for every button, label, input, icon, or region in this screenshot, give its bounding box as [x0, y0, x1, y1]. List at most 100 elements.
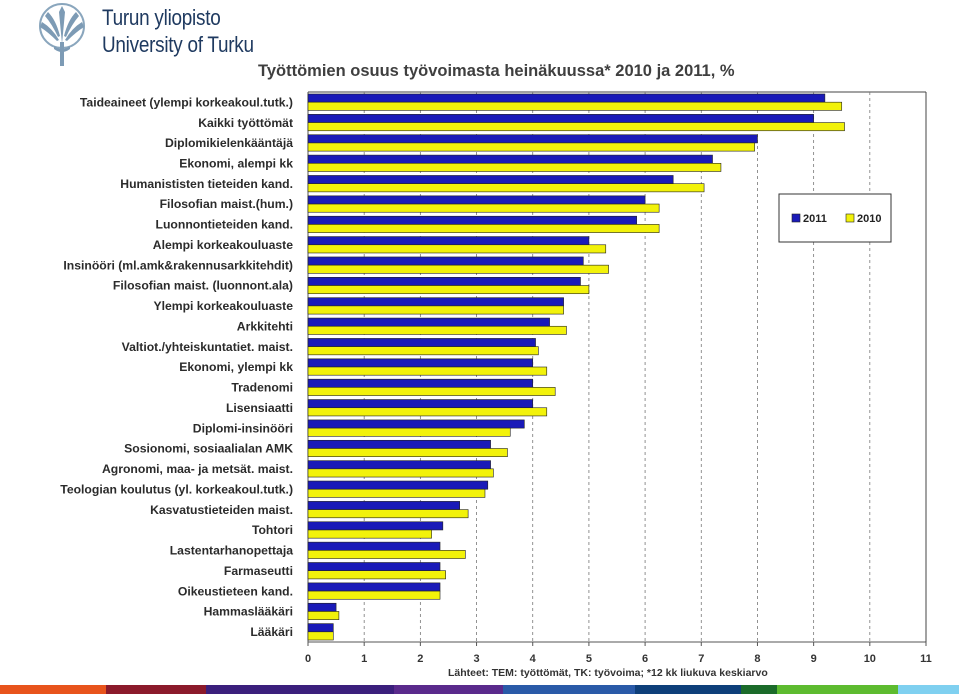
bar-2011: [307, 134, 758, 144]
bar-2011: [307, 195, 646, 205]
category-label: Humanististen tieteiden kand.: [120, 177, 293, 191]
footer-stripe-segment: [393, 685, 503, 694]
category-label: Arkkitehti: [237, 319, 293, 333]
bar-2010: [307, 244, 607, 254]
bar-2010: [307, 122, 845, 132]
bar-2010: [307, 224, 660, 233]
bar-2010: [307, 590, 441, 600]
bar-2010: [307, 325, 567, 335]
x-tick-label: 11: [920, 653, 932, 665]
chart-bars: [307, 93, 845, 641]
legend-label-2011: 2011: [803, 213, 827, 225]
category-label: Filosofian maist. (luonnont.ala): [113, 279, 293, 293]
bar-2010: [307, 509, 469, 519]
legend-label-2010: 2010: [857, 213, 881, 225]
bar-2011: [307, 521, 444, 531]
category-label: Insinööri (ml.amk&rakennusarkkitehdit): [63, 258, 293, 272]
category-label: Sosionomi, sosiaalialan AMK: [124, 442, 293, 456]
legend-swatch-2011: [791, 213, 801, 223]
category-label: Farmaseutti: [224, 564, 293, 578]
category-label: Ekonomi, ylempi kk: [179, 360, 293, 374]
bar-2010: [307, 529, 432, 539]
bar-2011: [307, 602, 337, 612]
bar-2010: [307, 448, 508, 457]
bar-2010: [307, 285, 590, 295]
x-tick-label: 7: [698, 653, 704, 665]
university-logo: Turun yliopisto University of Turku: [30, 2, 270, 68]
category-label: Kaikki työttömät: [198, 116, 293, 130]
category-label: Alempi korkeakouluaste: [153, 238, 293, 252]
x-tick-label: 6: [642, 653, 648, 665]
category-label: Tradenomi: [231, 381, 293, 395]
category-label: Taideaineet (ylempi korkeakoul.tutk.): [80, 95, 293, 109]
category-label: Teologian koulutus (yl. korkeakoul.tutk.…: [60, 482, 293, 496]
footer-stripe-segment: [634, 685, 741, 694]
x-tick-label: 5: [586, 653, 592, 665]
logo-name-english: University of Turku: [102, 32, 254, 57]
bar-2011: [307, 114, 814, 123]
category-label: Diplomi-insinööri: [193, 421, 293, 435]
footer-stripe-segment: [776, 685, 899, 694]
bar-2010: [307, 101, 843, 111]
footer-stripe-segment: [740, 685, 777, 694]
x-tick-label: 3: [473, 653, 479, 665]
legend-swatch-2010: [845, 213, 855, 223]
bar-2011: [307, 562, 441, 572]
category-label: Luonnontieteiden kand.: [156, 218, 293, 232]
bar-2010: [307, 550, 466, 559]
bar-2011: [307, 419, 525, 429]
footer-stripe-segment: [502, 685, 635, 694]
bar-2011: [307, 541, 441, 551]
bar-2010: [307, 366, 548, 376]
bar-2011: [307, 236, 590, 246]
bar-2011: [307, 460, 491, 470]
bar-2011: [307, 277, 581, 286]
bar-2011: [307, 623, 334, 633]
bar-2010: [307, 611, 340, 620]
bar-2010: [307, 631, 334, 641]
bar-2011: [307, 317, 550, 327]
bar-2011: [307, 439, 491, 449]
bar-2011: [307, 93, 826, 103]
bar-2011: [307, 399, 534, 409]
x-tick-label: 2: [417, 653, 423, 665]
bar-2011: [307, 175, 674, 184]
bar-2010: [307, 468, 494, 478]
torch-emblem-icon: [39, 3, 85, 66]
category-label: Hammaslääkäri: [204, 605, 293, 619]
category-labels: Taideaineet (ylempi korkeakoul.tutk.) Kai…: [60, 95, 293, 639]
x-tick-label: 8: [754, 653, 760, 665]
bar-2010: [307, 264, 609, 274]
bar-2011: [307, 256, 584, 266]
bar-2011: [307, 480, 489, 490]
category-label: Tohtori: [252, 523, 293, 537]
x-tick-labels: 0 1 2 3 4 5 6 7 8 9 10 11: [305, 653, 932, 665]
bar-2011: [307, 215, 637, 225]
category-label: Kasvatustieteiden maist.: [150, 503, 293, 517]
source-note: Lähteet: TEM: työttömät, TK: työvoima; *…: [448, 667, 768, 679]
bar-2011: [307, 154, 713, 164]
bar-2010: [307, 203, 660, 213]
chart-title: Työttömien osuus työvoimasta heinäkuussa…: [258, 62, 735, 80]
bar-2010: [307, 183, 705, 193]
bar-2010: [307, 488, 486, 498]
bar-2010: [307, 142, 755, 152]
logo-name-finnish: Turun yliopisto: [102, 5, 221, 30]
x-tick-label: 9: [811, 653, 817, 665]
bar-2010: [307, 570, 446, 580]
footer-stripe-segment: [0, 685, 106, 694]
footer-stripe-segment: [205, 685, 394, 694]
bar-2011: [307, 378, 534, 388]
bar-2010: [307, 305, 564, 315]
category-label: Diplomikielenkääntäjä: [165, 136, 293, 150]
bar-2010: [307, 387, 556, 396]
bar-2011: [307, 582, 441, 592]
bar-2010: [307, 407, 548, 417]
category-label: Valtiot./yhteiskuntatiet. maist.: [122, 340, 293, 354]
category-label: Lisensiaatti: [226, 401, 293, 415]
category-label: Lääkäri: [250, 625, 293, 639]
category-label: Filosofian maist.(hum.): [160, 197, 293, 211]
bar-2011: [307, 338, 536, 347]
category-label: Agronomi, maa- ja metsät. maist.: [102, 462, 293, 476]
